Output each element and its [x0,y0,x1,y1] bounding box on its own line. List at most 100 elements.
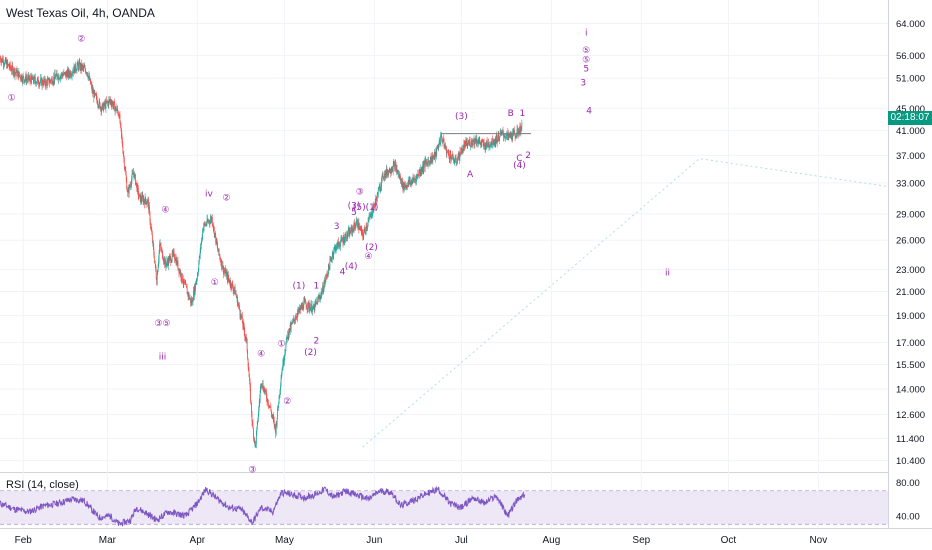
candle-body [295,316,297,320]
candle-body [179,270,181,274]
candle-body [185,284,187,285]
candle-body [274,424,276,428]
candle-body [260,384,262,391]
candle-body [186,288,188,295]
candle-body [11,70,13,72]
candle-body [195,280,197,284]
price-tick-label: 17.000 [896,338,925,349]
candle-body [330,258,332,260]
candle-body [87,75,89,79]
candle-body [304,300,306,302]
candle-body [148,199,149,210]
candle-body [330,258,332,261]
price-tick-label: 56.000 [896,51,925,62]
candle-body [439,141,441,144]
candle-body [187,292,189,297]
candle-body [64,72,66,73]
candle-body [41,78,42,86]
wave-label: 4 [586,106,592,116]
candle-body [269,405,271,407]
candle-body [154,261,156,264]
candle-body [402,180,404,190]
candle-body [353,223,355,232]
candle-body [134,174,136,175]
candle-body [36,82,38,83]
candle-body [400,176,401,181]
candle-body [14,72,16,76]
price-tick-label: 21.000 [896,287,925,298]
candle-body [458,152,459,157]
candle-body [341,237,342,239]
candle-body [374,202,376,207]
candle-body [247,359,249,367]
candle-body [441,134,442,139]
candle-body [25,75,27,82]
candle-body [482,141,484,143]
candle-body [455,157,457,159]
candle-body [338,244,340,245]
wave-label: 4 [340,267,346,277]
candle-body [387,170,389,175]
candle-body [331,259,333,260]
candle-body [408,179,410,184]
candle-body [291,323,293,325]
candle-body [180,277,182,280]
candle-body [340,237,342,243]
candle-body [94,93,96,95]
wave-label: B [508,109,514,119]
candle-body [224,270,225,272]
candle-body [181,273,183,282]
candle-body [52,83,54,84]
candle-body [365,231,367,233]
candle-body [285,337,287,344]
candle-body [57,78,59,80]
candle-body [422,164,424,170]
candle-body [146,203,148,204]
candle-body [450,157,452,161]
candle-body [163,260,164,262]
candle-body [475,141,477,143]
candle-body [427,160,429,166]
candle-body [138,195,140,197]
candle-body [178,268,179,269]
candle-body [471,139,473,144]
candle-body [136,183,138,192]
candle-body [449,153,451,156]
candle-body [259,390,261,399]
candle-body [161,249,162,251]
candle-body [128,189,130,194]
candle-body [505,135,506,138]
candle-body [291,323,293,325]
candle-body [57,74,58,79]
candle-body [354,225,356,229]
candle-body [31,75,32,84]
time-tick-label: Sep [632,535,650,546]
candle-body [224,269,226,273]
candle-body [518,131,520,134]
candle-body [46,81,48,86]
candle-body [429,161,430,163]
candle-body [442,141,443,143]
candle-body [225,273,227,277]
candle-body [386,168,388,175]
candle-body [63,72,65,73]
candle-body [85,72,87,74]
candle-body [49,79,51,83]
candle-body [33,81,35,83]
candle-body [273,419,275,426]
candle-body [106,100,107,103]
candle-body [366,226,368,229]
candle-body [428,160,429,162]
candle-body [358,222,360,230]
candle-body [345,240,347,241]
candle-body [313,305,315,311]
wave-label: ④ [365,252,373,262]
candle-body [231,282,233,289]
candle-body [133,172,135,178]
candle-body [206,218,208,225]
candle-body [123,155,125,159]
candle-body [205,224,207,225]
candle-body [367,225,368,227]
candle-body [244,336,246,338]
